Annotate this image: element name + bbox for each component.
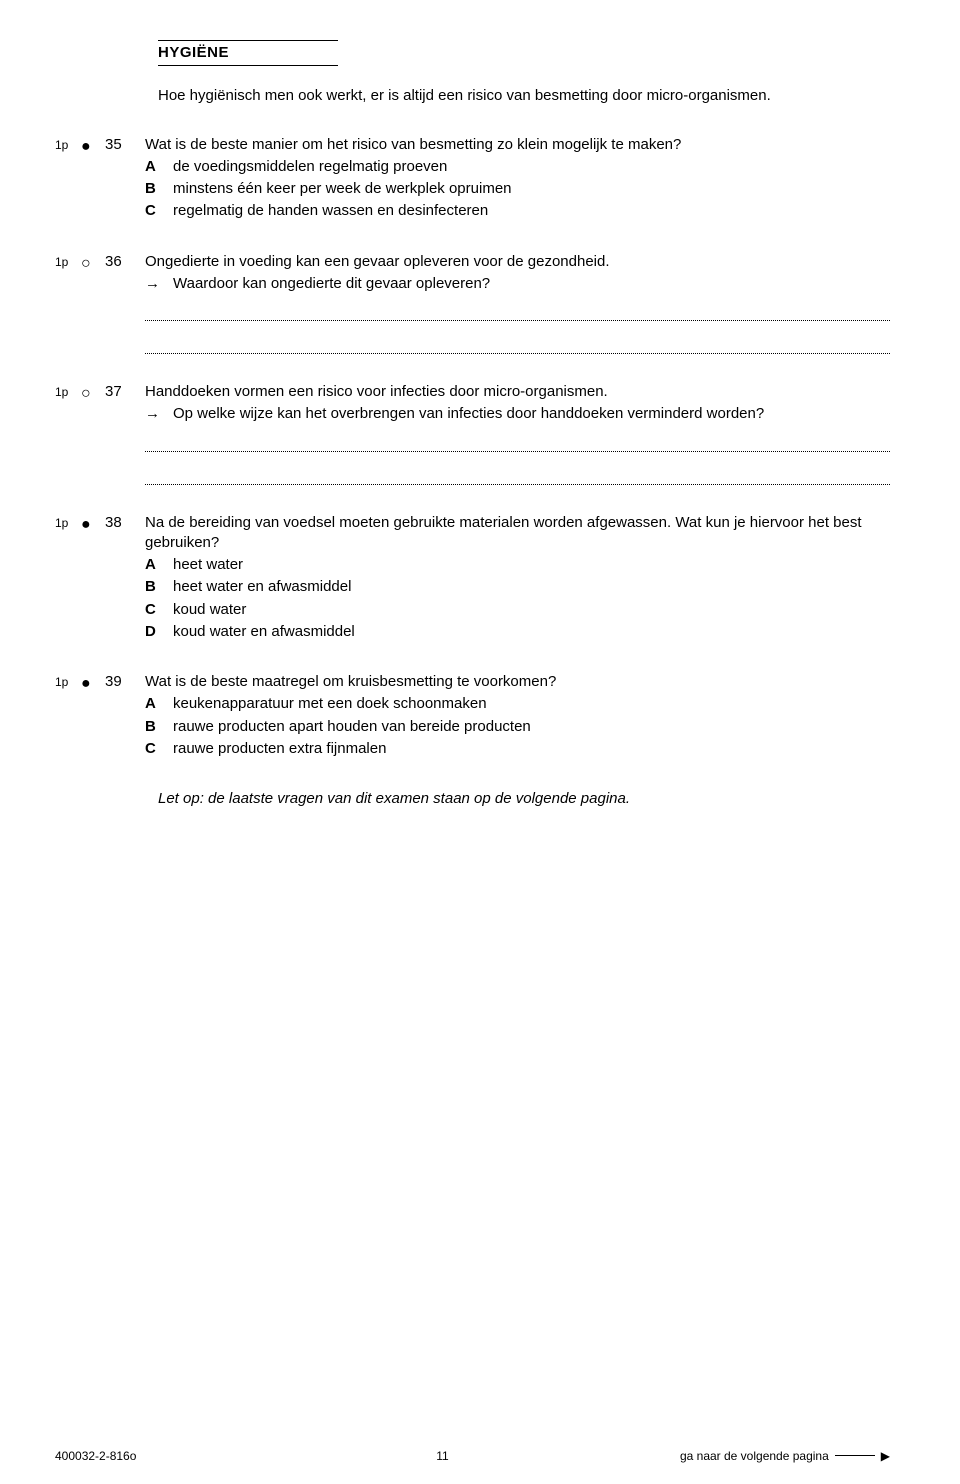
option-letter: A: [145, 555, 173, 575]
question-block: 1p ● 39 Wat is de beste maatregel om kru…: [55, 672, 890, 761]
option-letter: A: [145, 694, 173, 714]
question-number: 35: [105, 135, 145, 155]
points-label: 1p: [55, 135, 81, 153]
question-row: 1p ● 35 Wat is de beste manier om het ri…: [55, 135, 890, 224]
answer-blank-line[interactable]: [145, 484, 890, 485]
option-row: B minstens één keer per week de werkplek…: [145, 179, 890, 199]
option-row: C koud water: [145, 600, 890, 620]
option-letter: B: [145, 717, 173, 737]
options-list: A heet water B heet water en afwasmiddel…: [145, 555, 890, 642]
option-row: A de voedingsmiddelen regelmatig proeven: [145, 157, 890, 177]
option-row: C regelmatig de handen wassen en desinfe…: [145, 201, 890, 221]
question-body: Na de bereiding van voedsel moeten gebru…: [145, 513, 890, 645]
option-text: heet water en afwasmiddel: [173, 577, 890, 597]
question-row: 1p ● 38 Na de bereiding van voedsel moet…: [55, 513, 890, 645]
option-text: rauwe producten apart houden van bereide…: [173, 717, 890, 737]
option-row: B heet water en afwasmiddel: [145, 577, 890, 597]
option-text: regelmatig de handen wassen en desinfect…: [173, 201, 890, 221]
followup-text: Op welke wijze kan het overbrengen van i…: [173, 404, 764, 424]
open-circle-icon: ○: [81, 382, 105, 405]
question-number: 36: [105, 252, 145, 272]
followup-text: Waardoor kan ongedierte dit gevaar oplev…: [173, 274, 490, 294]
question-row: 1p ○ 36 Ongedierte in voeding kan een ge…: [55, 252, 890, 355]
section-intro: Hoe hygiënisch men ook werkt, er is alti…: [158, 86, 890, 106]
answer-blank-line[interactable]: [145, 353, 890, 354]
option-letter: B: [145, 577, 173, 597]
filled-circle-icon: ●: [81, 672, 105, 695]
question-prompt: Wat is de beste manier om het risico van…: [145, 135, 890, 155]
option-text: keukenapparatuur met een doek schoonmake…: [173, 694, 890, 714]
page-footer: 400032-2-816o 11 ga naar de volgende pag…: [55, 1448, 890, 1464]
points-label: 1p: [55, 382, 81, 400]
options-list: A keukenapparatuur met een doek schoonma…: [145, 694, 890, 759]
option-row: B rauwe producten apart houden van berei…: [145, 717, 890, 737]
option-row: A keukenapparatuur met een doek schoonma…: [145, 694, 890, 714]
option-text: koud water: [173, 600, 890, 620]
option-letter: A: [145, 157, 173, 177]
option-text: rauwe producten extra fijnmalen: [173, 739, 890, 759]
arrow-icon: →: [145, 274, 173, 294]
question-block: 1p ○ 37 Handdoeken vormen een risico voo…: [55, 382, 890, 485]
question-body: Wat is de beste manier om het risico van…: [145, 135, 890, 224]
arrow-icon: →: [145, 404, 173, 424]
question-block: 1p ● 35 Wat is de beste manier om het ri…: [55, 135, 890, 224]
question-number: 37: [105, 382, 145, 402]
filled-circle-icon: ●: [81, 513, 105, 536]
question-prompt: Na de bereiding van voedsel moeten gebru…: [145, 513, 890, 554]
footer-code: 400032-2-816o: [55, 1448, 255, 1464]
points-label: 1p: [55, 252, 81, 270]
answer-blank-line[interactable]: [145, 320, 890, 321]
option-text: de voedingsmiddelen regelmatig proeven: [173, 157, 890, 177]
option-row: C rauwe producten extra fijnmalen: [145, 739, 890, 759]
page: HYGIËNE Hoe hygiënisch men ook werkt, er…: [0, 0, 960, 1484]
question-block: 1p ○ 36 Ongedierte in voeding kan een ge…: [55, 252, 890, 355]
question-prompt: Handdoeken vormen een risico voor infect…: [145, 382, 890, 402]
question-number: 39: [105, 672, 145, 692]
option-row: D koud water en afwasmiddel: [145, 622, 890, 642]
open-circle-icon: ○: [81, 252, 105, 275]
question-row: 1p ● 39 Wat is de beste maatregel om kru…: [55, 672, 890, 761]
option-text: koud water en afwasmiddel: [173, 622, 890, 642]
option-letter: C: [145, 201, 173, 221]
option-row: A heet water: [145, 555, 890, 575]
question-body: Ongedierte in voeding kan een gevaar opl…: [145, 252, 890, 355]
option-letter: C: [145, 739, 173, 759]
question-block: 1p ● 38 Na de bereiding van voedsel moet…: [55, 513, 890, 645]
answer-blank-line[interactable]: [145, 451, 890, 452]
followup-row: → Op welke wijze kan het overbrengen van…: [145, 404, 890, 424]
section-title-container: HYGIËNE: [158, 40, 338, 66]
footer-next-text: ga naar de volgende pagina: [680, 1448, 829, 1464]
question-row: 1p ○ 37 Handdoeken vormen een risico voo…: [55, 382, 890, 485]
options-list: A de voedingsmiddelen regelmatig proeven…: [145, 157, 890, 222]
option-text: heet water: [173, 555, 890, 575]
points-label: 1p: [55, 672, 81, 690]
footer-line-icon: [835, 1455, 875, 1456]
question-prompt: Wat is de beste maatregel om kruisbesmet…: [145, 672, 890, 692]
page-note: Let op: de laatste vragen van dit examen…: [158, 789, 890, 809]
filled-circle-icon: ●: [81, 135, 105, 158]
footer-page-number: 11: [255, 1448, 630, 1464]
question-body: Wat is de beste maatregel om kruisbesmet…: [145, 672, 890, 761]
question-number: 38: [105, 513, 145, 533]
option-letter: D: [145, 622, 173, 642]
question-prompt: Ongedierte in voeding kan een gevaar opl…: [145, 252, 890, 272]
option-letter: B: [145, 179, 173, 199]
followup-row: → Waardoor kan ongedierte dit gevaar opl…: [145, 274, 890, 294]
footer-next-page: ga naar de volgende pagina ▶: [630, 1448, 890, 1464]
section-title: HYGIËNE: [158, 44, 229, 61]
question-body: Handdoeken vormen een risico voor infect…: [145, 382, 890, 485]
triangle-right-icon: ▶: [881, 1448, 890, 1464]
option-text: minstens één keer per week de werkplek o…: [173, 179, 890, 199]
points-label: 1p: [55, 513, 81, 531]
option-letter: C: [145, 600, 173, 620]
